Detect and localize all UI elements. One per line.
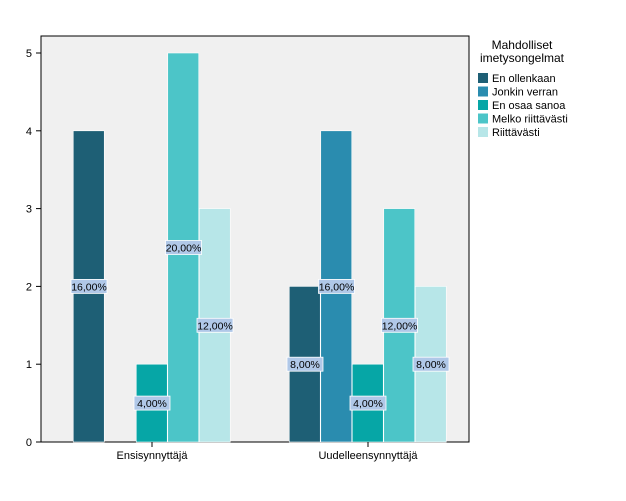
data-label-box xyxy=(318,278,355,294)
data-labels: 16,00% 4,00% 20,00% 12,00% 8,00% 16,00% 4,00% 1… xyxy=(70,240,450,411)
data-label-box xyxy=(133,395,171,411)
data-label-box xyxy=(381,317,418,333)
y-tick-label: 3 xyxy=(26,204,32,216)
y-tick-label: 1 xyxy=(26,359,32,371)
x-axis: Ensisynnyttäjä Uudelleensynnyttäjä xyxy=(117,442,418,462)
legend-title-line-2: imetysongelmat xyxy=(480,51,565,65)
legend-title-line-1: Mahdolliset xyxy=(492,38,553,52)
data-label: 8,00% xyxy=(290,359,320,371)
data-label-box xyxy=(286,356,324,372)
data-label: 12,00% xyxy=(382,320,418,332)
legend-item: En ollenkaan xyxy=(492,73,556,85)
data-label: 8,00% xyxy=(416,359,446,371)
data-label-box xyxy=(70,278,108,294)
legend-item: Melko riittävästi xyxy=(492,114,568,126)
y-tick-label: 2 xyxy=(26,281,32,293)
y-tick-label: 5 xyxy=(26,48,32,60)
legend-swatch xyxy=(478,100,488,110)
data-label: 12,00% xyxy=(197,320,233,332)
y-tick-label: 4 xyxy=(26,126,32,138)
y-axis: 0 1 2 3 4 5 xyxy=(26,48,41,449)
data-label-box xyxy=(196,317,234,333)
data-label-box xyxy=(412,356,450,372)
data-label-box xyxy=(349,395,387,411)
data-label: 4,00% xyxy=(353,398,383,410)
legend: Mahdolliset imetysongelmat En ollenkaan J… xyxy=(478,38,568,139)
legend-item: En osaa sanoa xyxy=(492,100,566,112)
legend-item: Riittävästi xyxy=(492,127,540,139)
legend-swatch xyxy=(478,86,488,97)
legend-item: Jonkin verran xyxy=(492,87,558,99)
x-category-label: Ensisynnyttäjä xyxy=(117,450,189,462)
data-label: 16,00% xyxy=(319,281,355,293)
legend-swatch xyxy=(478,113,488,124)
data-label: 4,00% xyxy=(137,398,167,410)
data-label: 20,00% xyxy=(166,243,202,255)
x-category-label: Uudelleensynnyttäjä xyxy=(318,450,418,462)
data-label: 16,00% xyxy=(71,281,107,293)
y-tick-label: 0 xyxy=(26,437,32,449)
legend-swatch xyxy=(478,73,488,83)
legend-swatch xyxy=(478,127,488,137)
data-label-box xyxy=(165,240,202,255)
